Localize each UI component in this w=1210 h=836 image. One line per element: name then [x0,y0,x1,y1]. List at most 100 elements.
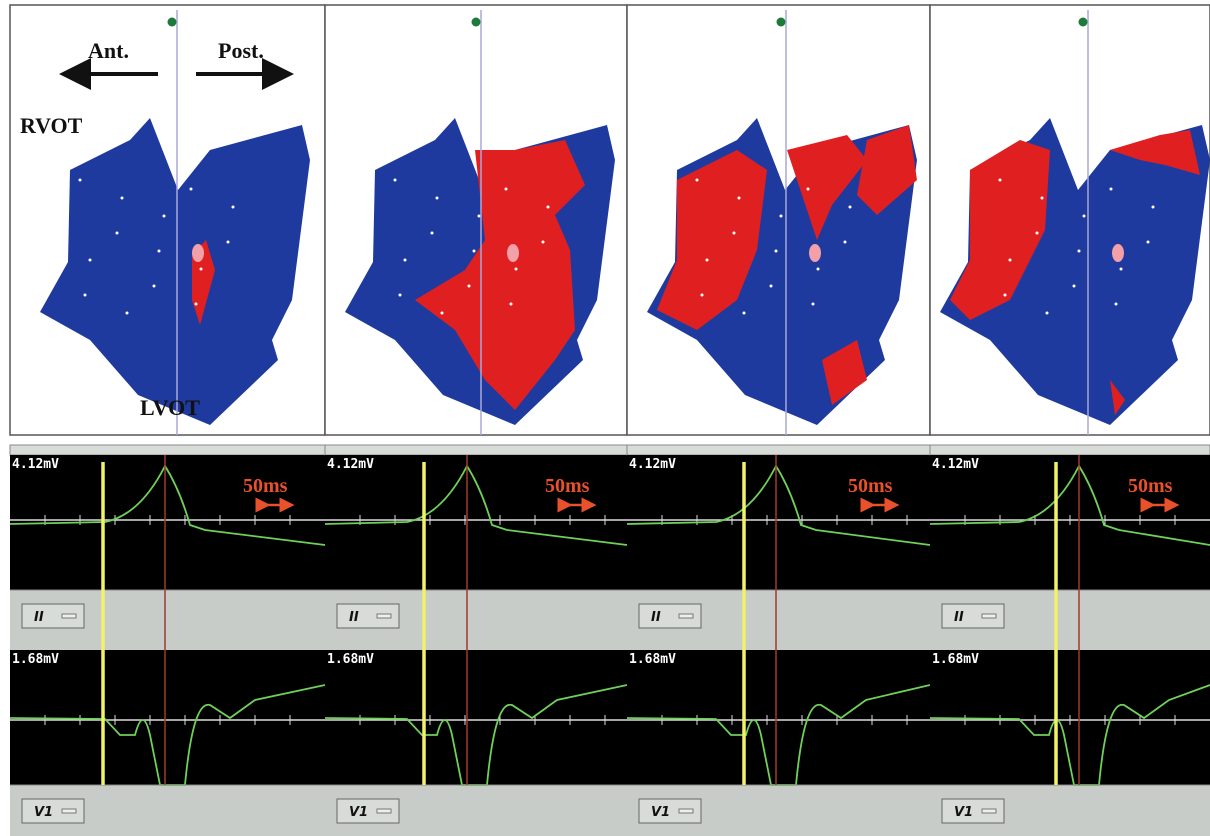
marker-dot [168,18,177,27]
catheter-point [1110,188,1113,191]
label-anterior: Ant. [88,38,129,63]
catheter-point [733,232,736,235]
catheter-point [510,303,513,306]
catheter-point [1046,312,1049,315]
screenshot: 4.12mV II 1.68mV V1 50ms 4.12mV II 1.68mV V1 50ms… [0,0,1210,836]
catheter-point [1036,232,1039,235]
dropdown-indicator [679,809,693,813]
ecg-trace-area [10,650,325,785]
ecg-header [325,445,627,455]
dropdown-indicator [679,614,693,618]
dropdown-indicator [62,809,76,813]
lead-label: II [349,610,359,625]
catheter-point [817,268,820,271]
ecg-trace-area [627,650,930,785]
label-posterior: Post. [218,38,264,63]
catheter-point [770,285,773,288]
catheter-point [404,259,407,262]
catheter-point [1120,268,1123,271]
catheter-point [121,197,124,200]
ecg-header [627,445,930,455]
lead-label: II [34,610,44,625]
catheter-point [468,285,471,288]
catheter-point [431,232,434,235]
catheter-point [849,206,852,209]
catheter-point [478,215,481,218]
ecg-header [930,445,1210,455]
amplitude-label: 4.12mV [12,457,59,472]
label-rvot: RVOT [20,113,83,138]
catheter-point [394,179,397,182]
catheter-point [515,268,518,271]
amplitude-label: 1.68mV [327,652,374,667]
ablation-site [809,244,821,262]
catheter-point [547,206,550,209]
catheter-point [780,215,783,218]
catheter-point [1009,259,1012,262]
dropdown-indicator [982,809,996,813]
catheter-point [153,285,156,288]
amplitude-label: 4.12mV [932,457,979,472]
catheter-point [542,241,545,244]
dropdown-indicator [62,614,76,618]
catheter-point [79,179,82,182]
amplitude-label: 1.68mV [932,652,979,667]
dropdown-indicator [377,614,391,618]
catheter-point [1083,215,1086,218]
catheter-point [743,312,746,315]
catheter-point [1152,206,1155,209]
catheter-point [1073,285,1076,288]
amplitude-label: 1.68mV [12,652,59,667]
amplitude-label: 1.68mV [629,652,676,667]
catheter-point [1115,303,1118,306]
dropdown-indicator [377,809,391,813]
catheter-point [844,241,847,244]
time-scale-label: 50ms [1128,475,1173,497]
time-scale-label: 50ms [545,475,590,497]
ecg-header [10,445,325,455]
amplitude-label: 4.12mV [629,457,676,472]
label-lvot: LVOT [140,395,200,420]
catheter-point [1078,250,1081,253]
marker-dot [777,18,786,27]
catheter-point [190,188,193,191]
ablation-site [192,244,204,262]
ablation-site [1112,244,1124,262]
dropdown-indicator [982,614,996,618]
catheter-point [701,294,704,297]
ecg-trace-area [325,650,627,785]
marker-dot [1079,18,1088,27]
catheter-point [812,303,815,306]
catheter-point [505,188,508,191]
lead-label: II [954,610,964,625]
amplitude-label: 4.12mV [327,457,374,472]
catheter-point [227,241,230,244]
catheter-point [775,250,778,253]
catheter-point [116,232,119,235]
catheter-point [436,197,439,200]
catheter-point [1004,294,1007,297]
catheter-point [232,206,235,209]
catheter-point [738,197,741,200]
catheter-point [163,215,166,218]
catheter-point [441,312,444,315]
catheter-point [89,259,92,262]
catheter-point [999,179,1002,182]
time-scale-label: 50ms [243,475,288,497]
catheter-point [1147,241,1150,244]
catheter-point [126,312,129,315]
catheter-point [84,294,87,297]
catheter-point [158,250,161,253]
catheter-point [200,268,203,271]
lead-label: V1 [34,805,53,820]
catheter-point [399,294,402,297]
catheter-point [807,188,810,191]
catheter-point [473,250,476,253]
catheter-point [1041,197,1044,200]
lead-label: V1 [651,805,670,820]
panel: 4.12mV II 1.68mV V1 50ms [930,5,1210,823]
time-scale-label: 50ms [848,475,893,497]
lead-label: V1 [954,805,973,820]
catheter-point [706,259,709,262]
